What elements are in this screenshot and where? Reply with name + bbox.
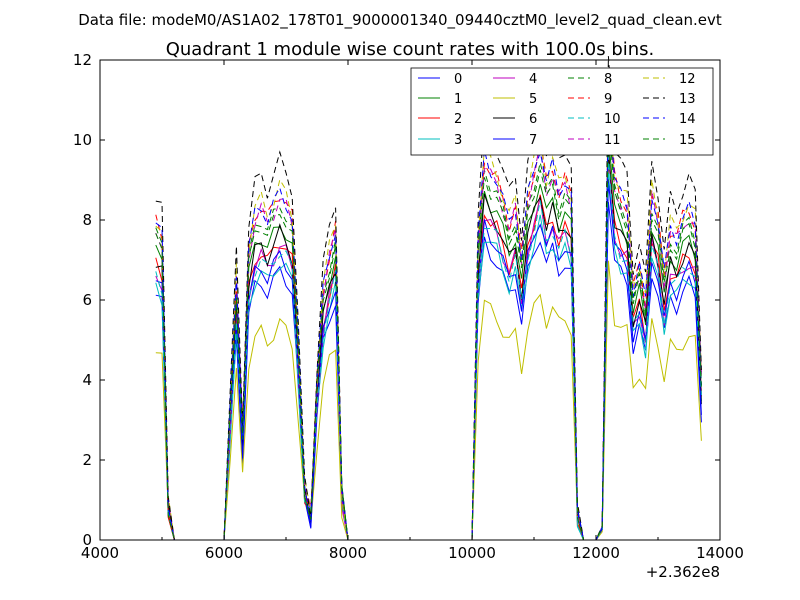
x-tick-label: 6000 — [205, 544, 243, 562]
y-tick-label: 8 — [82, 211, 92, 229]
series-line-8 — [155, 112, 702, 541]
y-tick-label: 10 — [73, 131, 92, 149]
legend-entry-9: 9 — [568, 92, 612, 107]
y-tick-label: 4 — [82, 371, 92, 389]
legend-label-10: 10 — [604, 112, 621, 127]
legend-label-0: 0 — [454, 72, 462, 87]
legend-entry-0: 0 — [418, 72, 462, 87]
series-line-10 — [155, 156, 702, 541]
x-axis-offset-label: +2.362e8 — [646, 563, 720, 581]
legend-label-12: 12 — [679, 72, 696, 87]
legend-label-15: 15 — [679, 133, 696, 148]
legend-label-2: 2 — [454, 112, 462, 127]
x-axis: 4000 6000 8000 10000 12000 14000 — [81, 60, 744, 562]
legend-entry-3: 3 — [418, 133, 462, 148]
legend-box — [410, 67, 714, 156]
chart-title: Quadrant 1 module wise count rates with … — [166, 39, 655, 60]
legend-entry-5: 5 — [493, 92, 537, 107]
legend-entry-6: 6 — [493, 112, 537, 127]
x-tick-label: 12000 — [572, 544, 620, 562]
y-tick-label: 0 — [82, 531, 92, 549]
x-tick-label: 14000 — [696, 544, 744, 562]
legend-entry-2: 2 — [418, 112, 462, 127]
legend-entry-12: 12 — [643, 72, 696, 87]
y-tick-label: 2 — [82, 451, 92, 469]
legend-entry-1: 1 — [418, 92, 462, 107]
y-tick-label: 6 — [82, 291, 92, 309]
legend-entry-10: 10 — [568, 112, 621, 127]
legend-label-6: 6 — [529, 112, 537, 127]
legend-label-14: 14 — [679, 112, 696, 127]
legend-entry-8: 8 — [568, 72, 612, 87]
legend-label-9: 9 — [604, 92, 612, 107]
x-tick-label: 8000 — [329, 544, 367, 562]
legend-entry-15: 15 — [643, 133, 696, 148]
series-line-7 — [155, 181, 702, 541]
legend-entry-4: 4 — [493, 72, 537, 87]
legend-entry-7: 7 — [493, 133, 537, 148]
legend-label-3: 3 — [454, 133, 462, 148]
x-tick-label: 10000 — [448, 544, 496, 562]
y-tick-label: 12 — [73, 51, 92, 69]
series-line-15 — [155, 120, 702, 541]
x-tick-label: 4000 — [81, 544, 119, 562]
legend-label-5: 5 — [529, 92, 537, 107]
legend-entry-11: 11 — [568, 133, 621, 148]
legend-entry-14: 14 — [643, 112, 696, 127]
legend-label-11: 11 — [604, 133, 621, 148]
legend-label-8: 8 — [604, 72, 612, 87]
legend-label-13: 13 — [679, 92, 696, 107]
legend-label-4: 4 — [529, 72, 537, 87]
legend-entry-13: 13 — [643, 92, 696, 107]
legend-label-1: 1 — [454, 92, 462, 107]
legend-label-7: 7 — [529, 133, 537, 148]
figure-suptitle: Data file: modeM0/AS1A02_178T01_90000013… — [78, 11, 722, 30]
